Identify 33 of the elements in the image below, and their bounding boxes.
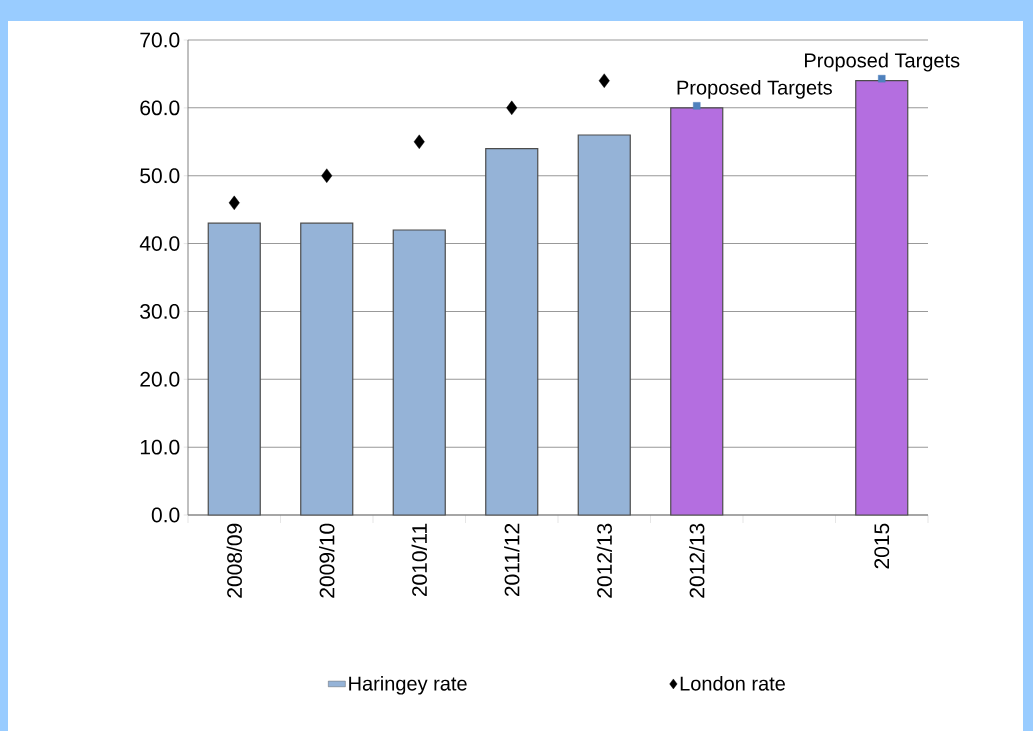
- x-tick-label: 2009/10: [319, 523, 335, 598]
- y-tick-label: 50.0: [140, 168, 180, 184]
- y-tick-label: 20.0: [140, 371, 180, 387]
- y-tick-label: 70.0: [140, 32, 180, 48]
- annotation: Proposed Targets: [805, 52, 960, 72]
- point: [321, 168, 333, 183]
- y-tick-label: 40.0: [139, 236, 180, 252]
- point: [598, 73, 610, 88]
- point: [413, 134, 425, 149]
- y-tick-label: 60.0: [140, 100, 180, 116]
- legend-label: Haringey rate: [349, 675, 467, 695]
- bar: [670, 107, 724, 516]
- annotation: Proposed Targets: [677, 79, 832, 99]
- point: [228, 195, 240, 211]
- x-tick-label: 2012/13: [689, 523, 705, 598]
- x-tick-label: 2010/11: [411, 523, 427, 597]
- point: [878, 74, 886, 83]
- bar: [300, 222, 354, 516]
- y-tick-label: 0.0: [151, 507, 180, 523]
- x-tick-label: 2011/12: [504, 523, 520, 597]
- bar: [577, 134, 631, 516]
- bar: [485, 147, 539, 516]
- point: [693, 102, 701, 110]
- y-tick-label: 30.0: [140, 304, 180, 319]
- bar: [392, 229, 446, 516]
- x-tick-label: 2008/09: [226, 523, 242, 598]
- bar: [207, 222, 261, 516]
- x-tick-label: 2012/13: [596, 523, 612, 598]
- point: [506, 100, 518, 116]
- bar: [855, 80, 909, 516]
- x-tick-label: 2015: [874, 523, 890, 569]
- legend-label: London rate: [680, 675, 785, 691]
- y-tick-label: 10.0: [140, 439, 180, 455]
